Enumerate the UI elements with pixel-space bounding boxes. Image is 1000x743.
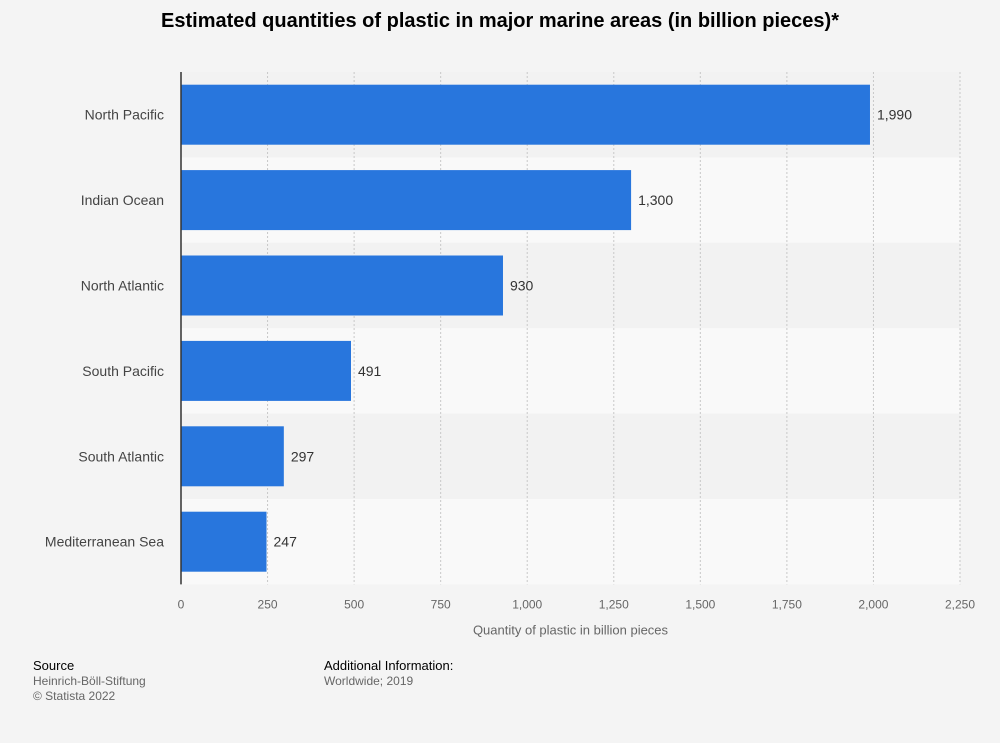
- data-label: 247: [274, 534, 298, 550]
- x-tick-label: 1,250: [599, 597, 629, 611]
- source-heading: Source: [33, 658, 75, 673]
- source-line: Heinrich-Böll-Stiftung: [33, 674, 146, 688]
- category-label: South Pacific: [82, 363, 164, 379]
- bar: [181, 170, 632, 231]
- copyright-line: © Statista 2022: [33, 689, 116, 703]
- x-tick-label: 250: [258, 597, 278, 611]
- data-label: 297: [291, 448, 315, 464]
- row-band: [181, 413, 960, 499]
- category-label: North Pacific: [85, 107, 164, 123]
- bar: [181, 511, 267, 572]
- data-label: 1,990: [877, 107, 912, 123]
- category-label: Mediterranean Sea: [45, 534, 164, 550]
- category-label: Indian Ocean: [81, 192, 164, 208]
- x-tick-label: 750: [431, 597, 451, 611]
- x-axis-label: Quantity of plastic in billion pieces: [473, 622, 669, 637]
- data-label: 491: [358, 363, 382, 379]
- data-labels: 1,990 1,300 930 491 297 247: [274, 107, 913, 550]
- x-tick-label: 1,750: [772, 597, 802, 611]
- bars: [181, 84, 870, 572]
- data-label: 1,300: [638, 192, 673, 208]
- bar: [181, 84, 870, 145]
- x-tick-label: 500: [344, 597, 364, 611]
- bar: [181, 340, 351, 401]
- gridlines: [267, 72, 961, 585]
- source-block: Source Heinrich-Böll-Stiftung © Statista…: [33, 658, 146, 704]
- x-tick-label: 2,250: [945, 597, 975, 611]
- chart-title: Estimated quantities of plastic in major…: [161, 10, 839, 32]
- additional-info-block: Additional Information: Worldwide; 2019: [324, 658, 453, 689]
- category-label: North Atlantic: [81, 278, 164, 294]
- additional-info-line: Worldwide; 2019: [324, 674, 414, 688]
- row-bands: [181, 72, 960, 585]
- x-tick-label: 2,000: [858, 597, 888, 611]
- x-tick-label: 0: [178, 597, 185, 611]
- bar-chart: North Pacific Indian Ocean North Atlantic S…: [45, 72, 976, 637]
- bar: [181, 255, 503, 316]
- data-label: 930: [510, 278, 534, 294]
- additional-info-heading: Additional Information:: [324, 658, 454, 673]
- category-labels: North Pacific Indian Ocean North Atlantic S…: [45, 107, 164, 550]
- category-label: South Atlantic: [78, 448, 164, 464]
- x-tick-labels: 0 250 500 750 1,000 1,250 1,500 1,750 2,000 2,250: [178, 597, 976, 611]
- x-tick-label: 1,500: [685, 597, 715, 611]
- bar: [181, 426, 284, 487]
- row-band: [181, 499, 960, 585]
- x-tick-label: 1,000: [512, 597, 542, 611]
